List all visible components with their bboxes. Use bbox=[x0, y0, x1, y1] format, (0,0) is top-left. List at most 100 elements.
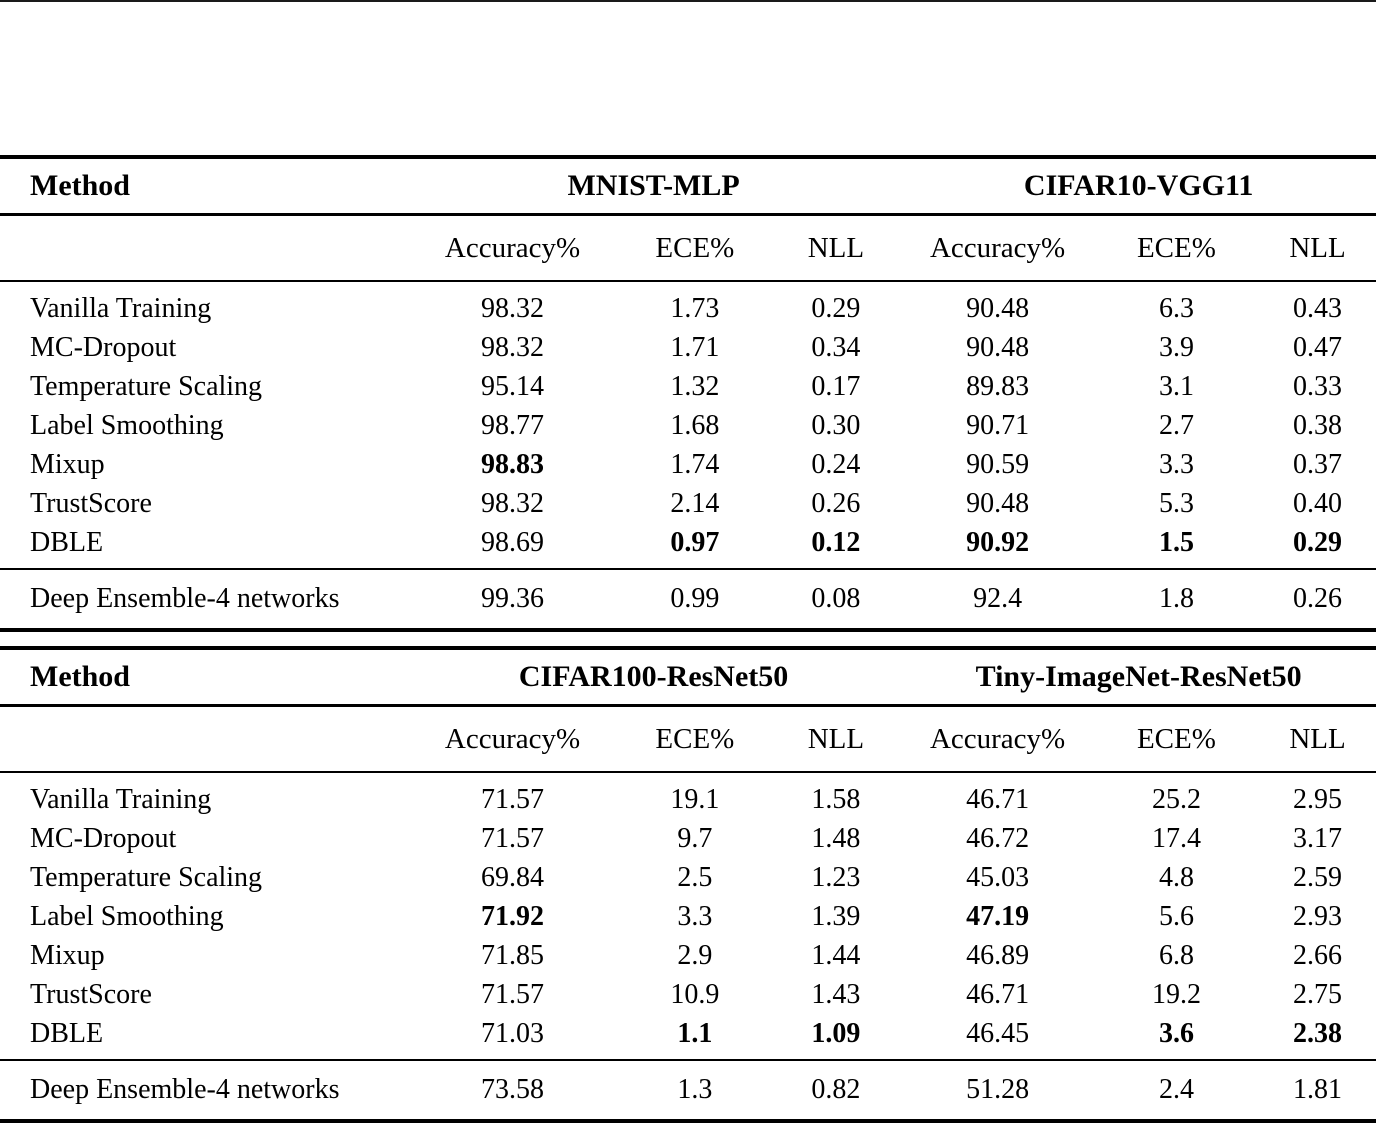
metric-value: 3.6 bbox=[1158, 1018, 1194, 1049]
metric-value: 0.47 bbox=[1293, 332, 1342, 363]
metric-value: 1.68 bbox=[670, 410, 720, 441]
metric-value: 0.43 bbox=[1293, 293, 1342, 324]
table-body: Vanilla Training 98.32 1.73 0.29 90.48 6.3 0.4… bbox=[0, 281, 1376, 569]
method-name: DBLE bbox=[30, 1018, 104, 1049]
method-name: Deep Ensemble-4 networks bbox=[0, 1059, 406, 1121]
metric-value: 46.89 bbox=[966, 940, 1030, 971]
metric-value: 1.39 bbox=[811, 901, 861, 932]
metric-value: 9.7 bbox=[677, 823, 713, 854]
metric-value: 0.97 bbox=[670, 527, 720, 558]
ece-column-header: ECE% bbox=[619, 705, 771, 773]
metric-value: 47.19 bbox=[966, 901, 1030, 932]
nll-column-header: NLL bbox=[1259, 214, 1376, 282]
metric-value: 98.32 bbox=[481, 332, 545, 363]
method-name: TrustScore bbox=[30, 488, 152, 519]
metric-value: 10.9 bbox=[670, 979, 720, 1010]
accuracy-column-header: Accuracy% bbox=[405, 214, 620, 282]
metric-value: 51.28 bbox=[901, 1059, 1094, 1121]
metric-value: 1.3 bbox=[619, 1059, 771, 1121]
metric-value: 46.72 bbox=[966, 823, 1030, 854]
method-name: Temperature Scaling bbox=[30, 371, 263, 402]
metric-value: 1.1 bbox=[677, 1018, 713, 1049]
nll-column-header: NLL bbox=[770, 214, 902, 282]
table-row: Vanilla Training 71.57 19.1 1.58 46.71 25.2 2.… bbox=[0, 772, 1376, 819]
metric-value: 98.77 bbox=[481, 410, 545, 441]
metric-value: 2.14 bbox=[670, 488, 720, 519]
metric-value: 0.17 bbox=[811, 371, 861, 402]
method-name: Mixup bbox=[30, 449, 105, 480]
metric-value: 4.8 bbox=[1158, 862, 1194, 893]
metric-value: 2.95 bbox=[1293, 784, 1342, 815]
accuracy-column-header: Accuracy% bbox=[405, 705, 620, 773]
metric-value: 99.36 bbox=[405, 568, 620, 630]
group-header-row: Method MNIST-MLP CIFAR10-VGG11 bbox=[0, 157, 1376, 216]
metric-value: 2.9 bbox=[677, 940, 713, 971]
table-row: Vanilla Training 98.32 1.73 0.29 90.48 6.3 0.4… bbox=[0, 281, 1376, 328]
results-tables: Method MNIST-MLP CIFAR10-VGG11 Accuracy%… bbox=[0, 155, 1376, 1123]
metric-value: 73.58 bbox=[405, 1059, 620, 1121]
metric-value: 0.08 bbox=[770, 568, 902, 630]
metric-value: 0.24 bbox=[811, 449, 861, 480]
metric-value: 98.32 bbox=[481, 488, 545, 519]
metric-value: 1.23 bbox=[811, 862, 861, 893]
metric-value: 3.17 bbox=[1293, 823, 1342, 854]
metric-value: 71.57 bbox=[481, 823, 545, 854]
metric-value: 3.1 bbox=[1158, 371, 1194, 402]
metric-value: 69.84 bbox=[481, 862, 545, 893]
metric-value: 0.82 bbox=[770, 1059, 902, 1121]
metric-value: 71.85 bbox=[481, 940, 545, 971]
table-row: Temperature Scaling 69.84 2.5 1.23 45.03 4.8 2… bbox=[0, 858, 1376, 897]
metric-value: 46.71 bbox=[966, 979, 1030, 1010]
metric-value: 2.5 bbox=[677, 862, 713, 893]
ece-column-header: ECE% bbox=[619, 214, 771, 282]
metric-value: 3.9 bbox=[1158, 332, 1194, 363]
method-name: Vanilla Training bbox=[30, 784, 212, 815]
metric-value: 0.38 bbox=[1293, 410, 1342, 441]
metric-value: 1.09 bbox=[811, 1018, 861, 1049]
metric-value: 1.71 bbox=[670, 332, 720, 363]
metric-value: 71.57 bbox=[481, 784, 545, 815]
metric-header-row: Accuracy% ECE% NLL Accuracy% ECE% NLL bbox=[0, 705, 1376, 773]
metric-value: 25.2 bbox=[1151, 784, 1201, 815]
ensemble-row: Deep Ensemble-4 networks 73.58 1.3 0.82 … bbox=[0, 1059, 1376, 1121]
metric-value: 92.4 bbox=[901, 568, 1094, 630]
accuracy-column-header: Accuracy% bbox=[901, 214, 1094, 282]
empty-header-cell bbox=[0, 214, 406, 282]
metric-value: 3.3 bbox=[677, 901, 713, 932]
metric-value: 2.38 bbox=[1293, 1018, 1342, 1049]
metric-value: 1.48 bbox=[811, 823, 861, 854]
metric-value: 90.48 bbox=[966, 332, 1030, 363]
table-row: MC-Dropout 98.32 1.71 0.34 90.48 3.9 0.47 bbox=[0, 328, 1376, 367]
metric-value: 17.4 bbox=[1151, 823, 1201, 854]
method-name: DBLE bbox=[30, 527, 104, 558]
results-table-mnist-cifar10: Method MNIST-MLP CIFAR10-VGG11 Accuracy%… bbox=[0, 155, 1376, 632]
metric-value: 2.93 bbox=[1293, 901, 1342, 932]
metric-value: 90.48 bbox=[966, 488, 1030, 519]
method-column-header: Method bbox=[0, 157, 406, 216]
metric-value: 6.8 bbox=[1158, 940, 1194, 971]
metric-value: 71.92 bbox=[481, 901, 545, 932]
metric-value: 0.99 bbox=[619, 568, 771, 630]
metric-value: 1.73 bbox=[670, 293, 720, 324]
metric-value: 3.3 bbox=[1158, 449, 1194, 480]
metric-value: 1.43 bbox=[811, 979, 861, 1010]
dataset-group-header-mnist-mlp: MNIST-MLP bbox=[405, 157, 902, 216]
metric-value: 6.3 bbox=[1158, 293, 1194, 324]
metric-value: 90.92 bbox=[966, 527, 1030, 558]
method-name: MC-Dropout bbox=[30, 823, 177, 854]
metric-value: 95.14 bbox=[481, 371, 545, 402]
ensemble-row: Deep Ensemble-4 networks 99.36 0.99 0.08… bbox=[0, 568, 1376, 630]
results-table-cifar100-tinyimagenet: Method CIFAR100-ResNet50 Tiny-ImageNet-R… bbox=[0, 646, 1376, 1123]
table-row: MC-Dropout 71.57 9.7 1.48 46.72 17.4 3.17 bbox=[0, 819, 1376, 858]
metric-value: 19.2 bbox=[1151, 979, 1201, 1010]
metric-value: 0.33 bbox=[1293, 371, 1342, 402]
metric-value: 98.83 bbox=[481, 449, 545, 480]
metric-value: 90.59 bbox=[966, 449, 1030, 480]
metric-header-row: Accuracy% ECE% NLL Accuracy% ECE% NLL bbox=[0, 214, 1376, 282]
table-row: TrustScore 98.32 2.14 0.26 90.48 5.3 0.40 bbox=[0, 484, 1376, 523]
table-row: Label Smoothing 71.92 3.3 1.39 47.19 5.6 2.93 bbox=[0, 897, 1376, 936]
metric-value: 1.5 bbox=[1158, 527, 1194, 558]
metric-value: 2.4 bbox=[1093, 1059, 1259, 1121]
method-column-header: Method bbox=[0, 648, 406, 707]
metric-value: 0.29 bbox=[1293, 527, 1342, 558]
